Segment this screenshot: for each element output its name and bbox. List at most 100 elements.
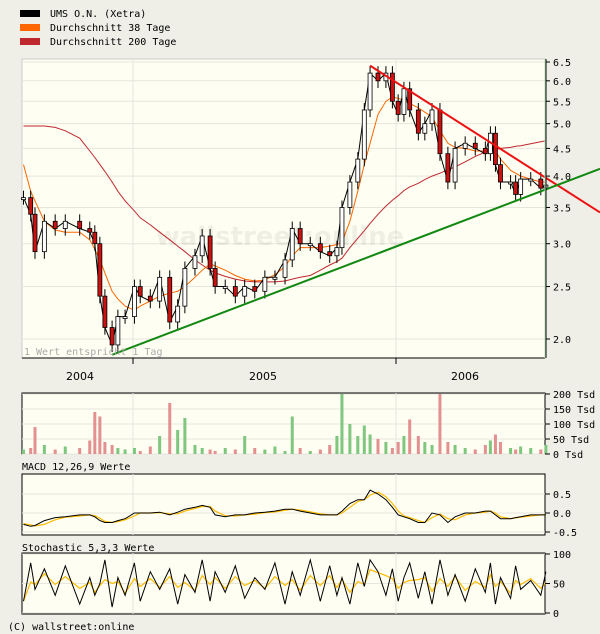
y-tick-label: 3.5 [553,203,571,214]
candle [207,235,213,269]
volume-bar [138,451,142,454]
y-tick-label: 2.0 [553,335,571,346]
ma200-line [23,125,546,283]
volume-bar [253,448,257,454]
candle [137,286,143,297]
volume-bar [213,451,217,454]
volume-bar [328,445,332,454]
legend-label-ma38: Durchschnitt 38 Tage [50,23,170,34]
candle [252,286,258,292]
candle [167,276,173,323]
candle [109,327,115,346]
volume-bar [362,425,366,454]
candle [445,153,451,183]
candle [307,243,313,247]
stochastic-d-line [22,568,547,602]
candle [389,72,395,102]
candle [262,276,268,292]
candle [97,243,103,297]
candle [407,88,413,111]
candle [538,178,544,189]
stochastic-lines [22,557,547,608]
stochastic-title: Stochastic 5,3,3 Werte [22,543,154,554]
volume-bar [519,446,523,454]
volume-bar [473,449,477,454]
volume-bar [402,436,406,454]
candle [52,220,58,229]
candle [212,268,218,287]
candle [339,207,345,249]
volume-bar [539,449,543,454]
volume-bar [423,442,427,454]
volume-bar [483,445,487,454]
stochastic-k-line [23,557,547,608]
candle [297,228,303,245]
price-y-ticks: 2.0 2.5 3.0 3.5 4.0 4.5 5.0 5.5 6.0 6.5 [546,58,571,346]
y-tick-label: 0.0 [553,509,571,520]
macd-line [23,489,546,527]
y-tick-label: 100 Tsd [553,420,595,431]
candle [147,295,153,302]
y-tick-label: -0.5 [553,528,577,539]
trendlines-layer [111,64,600,356]
candle [415,109,421,134]
candle [242,286,248,297]
volume-bar [493,434,497,454]
price-panel [21,58,546,359]
volume-bar [396,442,400,454]
volume-bar [21,449,25,454]
candle [334,247,340,257]
candle [493,132,498,166]
volume-bar [529,448,533,454]
y-tick-label: 200 Tsd [553,390,595,401]
ma200-layer [23,125,546,283]
y-tick-label: 4.5 [553,144,571,155]
volume-bar [53,449,57,454]
volume-bar [340,394,344,454]
x-label-2006: 2006 [451,370,479,383]
volume-bar [88,440,92,454]
legend-swatch-ma200 [20,38,40,45]
y-tick-label: 4.0 [553,172,571,183]
candle [327,251,333,257]
volume-bar [193,445,197,454]
y-tick-label: 150 Tsd [553,405,595,416]
volume-bar [208,449,212,454]
volume-bar [132,448,136,454]
candle [28,197,34,215]
y-tick-label: 50 Tsd [553,435,589,446]
volume-bar [453,445,457,454]
volume-bar [158,436,162,454]
legend-swatch-ma38 [20,24,40,31]
volume-bar [233,449,237,454]
resistance-trendline [369,64,600,214]
volume-bar [273,446,277,454]
volume-bar [290,416,294,454]
volume-bar [408,419,412,454]
volume-bar [376,439,380,454]
candle [528,178,534,182]
resolution-note: 1 Wert entspricht 1 Tag [24,347,162,358]
candle [361,109,367,160]
candle [289,228,295,261]
y-tick-label: 100 [553,550,571,561]
volume-bar [356,436,360,454]
candle [375,72,381,82]
volume-y-ticks: 200 Tsd 150 Tsd 100 Tsd 50 Tsd 0 Tsd [545,390,595,461]
candle [437,109,443,155]
candle [429,109,435,125]
candle [462,142,468,149]
volume-bar [42,445,46,454]
candle [513,181,519,195]
candle [192,255,198,269]
volume-bar [243,436,247,454]
candle [482,148,488,155]
candle [472,142,478,149]
candle [175,305,181,323]
copyright-footer: (C) wallstreet:online [8,622,134,633]
candle [77,220,83,229]
y-tick-label: 6.5 [553,58,571,69]
candle [132,286,137,317]
candle [32,213,38,253]
volume-bar [514,449,518,454]
